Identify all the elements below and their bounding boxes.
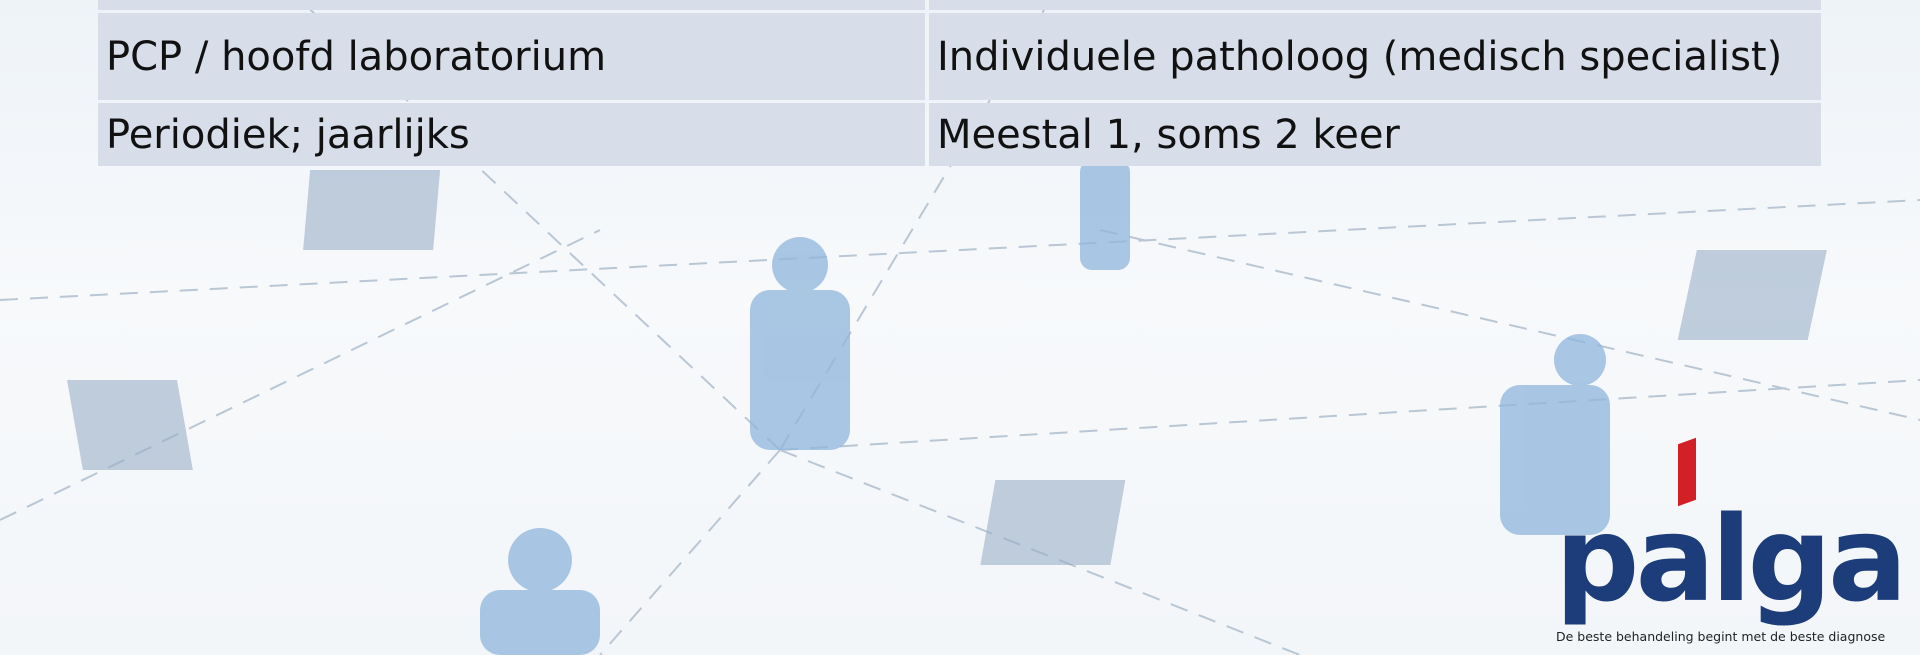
table-cell: [98, 0, 925, 10]
table-cell: Periodiek; jaarlijks: [98, 103, 925, 166]
logo: palga: [1555, 490, 1908, 628]
table-cell: Meestal 1, soms 2 keer: [929, 103, 1821, 166]
table-cell: Individuele patholoog (medisch specialis…: [929, 13, 1821, 100]
table-cell: [929, 0, 1821, 10]
logo-tagline: De beste behandeling begint met de beste…: [1556, 629, 1886, 644]
logo-accent: [1678, 437, 1696, 507]
table-cell: PCP / hoofd laboratorium: [98, 13, 925, 100]
